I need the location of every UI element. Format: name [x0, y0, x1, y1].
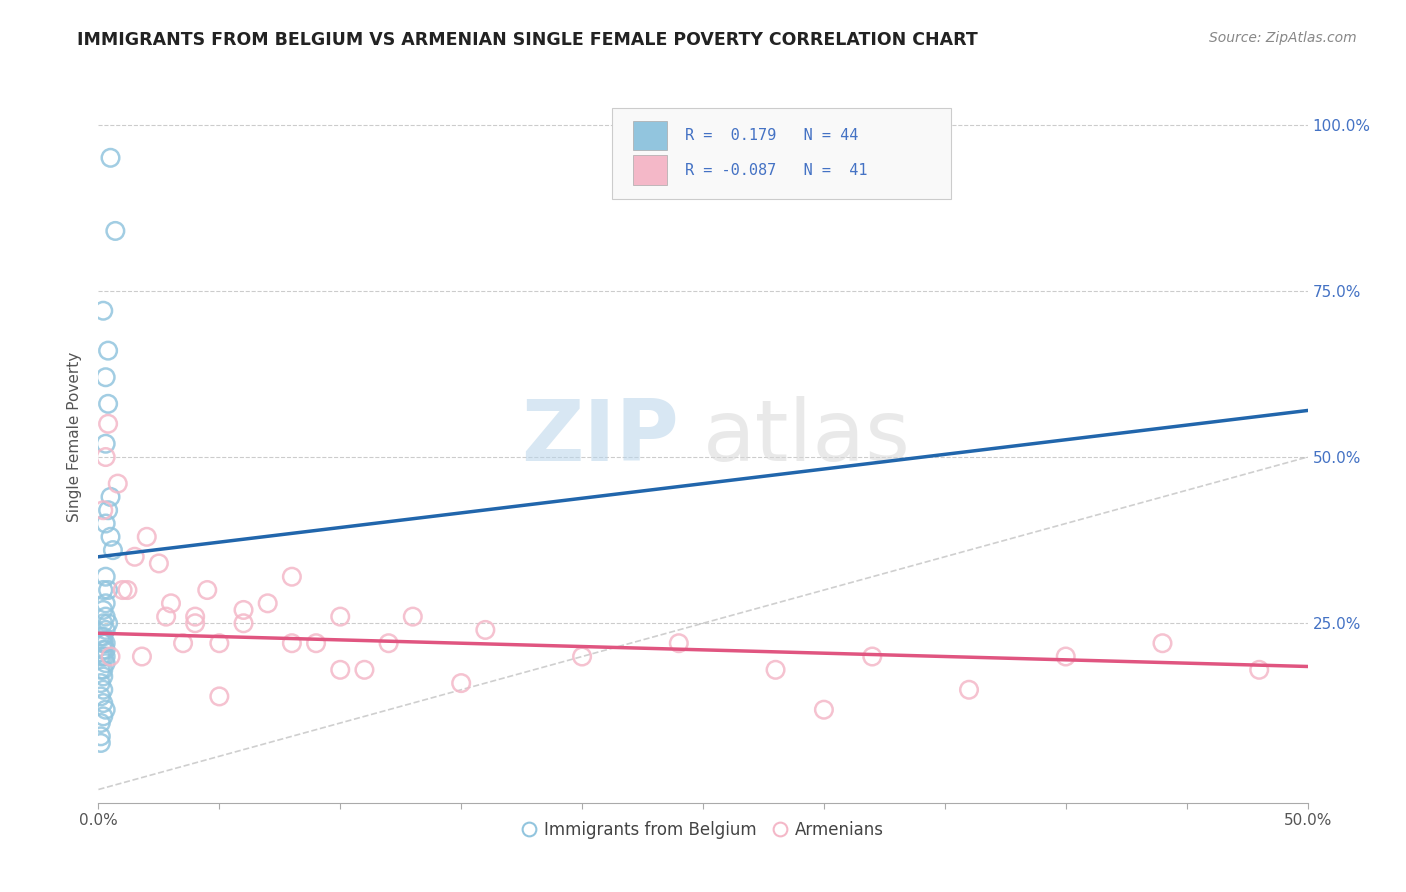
Point — [329, 609, 352, 624]
Point — [97, 616, 120, 631]
Point — [97, 343, 120, 358]
Point — [94, 649, 117, 664]
Text: R =  0.179   N = 44: R = 0.179 N = 44 — [685, 128, 858, 144]
Point — [195, 582, 218, 597]
Bar — [633, 121, 666, 151]
Point — [256, 596, 278, 610]
Point — [91, 696, 114, 710]
Point — [91, 616, 114, 631]
Point — [91, 663, 114, 677]
Point — [91, 682, 114, 697]
Point — [91, 636, 114, 650]
Point — [765, 663, 787, 677]
Point — [94, 609, 117, 624]
Text: R = -0.087   N =  41: R = -0.087 N = 41 — [685, 162, 868, 178]
Point — [100, 490, 122, 504]
Point — [1249, 663, 1271, 677]
Point — [91, 636, 114, 650]
Point — [668, 636, 690, 650]
Point — [90, 716, 112, 731]
Point — [90, 630, 112, 644]
Point — [172, 636, 194, 650]
Point — [111, 582, 134, 597]
Point — [94, 636, 117, 650]
Point — [91, 669, 114, 683]
Point — [232, 603, 254, 617]
Point — [91, 643, 114, 657]
Point — [94, 436, 117, 450]
Point — [100, 530, 122, 544]
Point — [305, 636, 328, 650]
Point — [104, 224, 127, 238]
Point — [94, 643, 117, 657]
Point — [90, 729, 112, 743]
Point — [94, 450, 117, 464]
Point — [184, 616, 207, 631]
Point — [474, 623, 496, 637]
Point — [94, 370, 117, 384]
Point — [94, 570, 117, 584]
Point — [91, 582, 114, 597]
Point — [91, 709, 114, 723]
Point — [117, 582, 139, 597]
Point — [91, 603, 114, 617]
Point — [91, 630, 114, 644]
Point — [97, 397, 120, 411]
Point — [232, 616, 254, 631]
Point — [94, 516, 117, 531]
Point — [860, 649, 883, 664]
Point — [450, 676, 472, 690]
Bar — [633, 155, 666, 185]
Point — [97, 582, 120, 597]
Point — [377, 636, 399, 650]
Point — [957, 682, 980, 697]
Point — [571, 649, 593, 664]
Point — [101, 543, 124, 558]
Text: Source: ZipAtlas.com: Source: ZipAtlas.com — [1209, 31, 1357, 45]
Point — [353, 663, 375, 677]
Point — [208, 636, 231, 650]
Point — [184, 609, 207, 624]
Point — [1152, 636, 1174, 650]
Point — [90, 676, 112, 690]
Point — [91, 503, 114, 517]
Point — [90, 663, 112, 677]
Point — [131, 649, 153, 664]
Point — [813, 703, 835, 717]
Point — [94, 623, 117, 637]
Point — [155, 609, 177, 624]
Point — [329, 663, 352, 677]
Point — [94, 656, 117, 670]
Point — [97, 503, 120, 517]
Point — [90, 736, 112, 750]
Point — [402, 609, 425, 624]
Text: atlas: atlas — [703, 395, 911, 479]
Point — [91, 303, 114, 318]
Point — [148, 557, 170, 571]
Point — [90, 690, 112, 704]
Point — [100, 151, 122, 165]
Point — [97, 417, 120, 431]
Point — [1054, 649, 1077, 664]
Point — [124, 549, 146, 564]
Point — [281, 570, 304, 584]
Point — [91, 649, 114, 664]
Point — [160, 596, 183, 610]
Point — [94, 596, 117, 610]
Point — [107, 476, 129, 491]
Y-axis label: Single Female Poverty: Single Female Poverty — [67, 352, 83, 522]
Text: ZIP: ZIP — [522, 395, 679, 479]
Point — [100, 649, 122, 664]
Legend: Immigrants from Belgium, Armenians: Immigrants from Belgium, Armenians — [516, 814, 890, 846]
FancyBboxPatch shape — [613, 108, 950, 200]
Point — [90, 649, 112, 664]
Point — [208, 690, 231, 704]
Point — [94, 703, 117, 717]
Text: IMMIGRANTS FROM BELGIUM VS ARMENIAN SINGLE FEMALE POVERTY CORRELATION CHART: IMMIGRANTS FROM BELGIUM VS ARMENIAN SING… — [77, 31, 979, 49]
Point — [281, 636, 304, 650]
Point — [135, 530, 157, 544]
